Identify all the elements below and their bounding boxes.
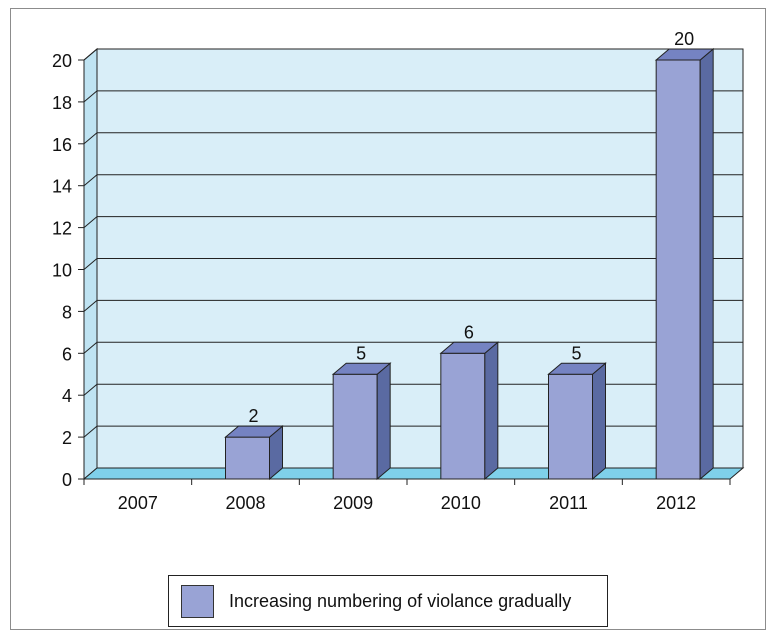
bar-top xyxy=(224,425,284,438)
bar-front xyxy=(440,352,486,480)
gridline xyxy=(83,425,743,438)
y-tick-label: 8 xyxy=(62,302,72,322)
gridline xyxy=(83,216,743,228)
legend-label: Increasing numbering of violance gradual… xyxy=(229,590,572,611)
x-tick-label: 2011 xyxy=(549,493,588,513)
data-label: 5 xyxy=(356,343,366,363)
x-tick-label: 2007 xyxy=(118,493,158,513)
legend: Increasing numbering of violance gradual… xyxy=(168,575,608,627)
gridline xyxy=(83,258,743,270)
plot-floor xyxy=(82,467,745,480)
gridline xyxy=(83,341,743,354)
gridline xyxy=(83,132,743,145)
data-label: 5 xyxy=(571,343,581,363)
bar-top xyxy=(439,341,500,354)
gridline xyxy=(83,383,743,396)
x-tick-label: 2012 xyxy=(656,493,696,513)
bar-top xyxy=(654,48,715,61)
bar-front xyxy=(225,436,270,480)
bar-side xyxy=(592,362,606,481)
bar-side xyxy=(484,341,499,481)
y-tick-label: 12 xyxy=(52,219,72,239)
data-label: 20 xyxy=(674,29,694,49)
data-label: 6 xyxy=(464,322,474,342)
y-tick-label: 6 xyxy=(62,344,72,364)
y-tick-label: 4 xyxy=(62,386,72,406)
bar-front xyxy=(548,373,593,480)
bar-front xyxy=(332,373,378,480)
gridline xyxy=(83,90,743,103)
bar-top xyxy=(547,362,607,375)
bar-top xyxy=(331,362,392,375)
y-tick-label: 2 xyxy=(62,428,72,448)
legend-swatch xyxy=(181,584,214,618)
y-tick-label: 0 xyxy=(62,470,72,490)
y-tick-label: 16 xyxy=(52,135,72,155)
bar-front xyxy=(655,59,701,480)
y-tick-label: 20 xyxy=(52,51,72,71)
y-tick-label: 18 xyxy=(52,93,72,113)
gridline xyxy=(83,299,743,312)
y-tick-label: 10 xyxy=(52,261,72,281)
bar-side xyxy=(376,362,391,481)
y-tick-label: 14 xyxy=(52,177,72,197)
gridline xyxy=(83,48,743,61)
data-label: 2 xyxy=(248,406,258,426)
bar-side xyxy=(699,47,714,481)
gridline xyxy=(83,174,743,187)
x-tick-label: 2010 xyxy=(441,493,481,513)
x-tick-label: 2008 xyxy=(225,493,265,513)
x-tick-label: 2009 xyxy=(333,493,373,513)
